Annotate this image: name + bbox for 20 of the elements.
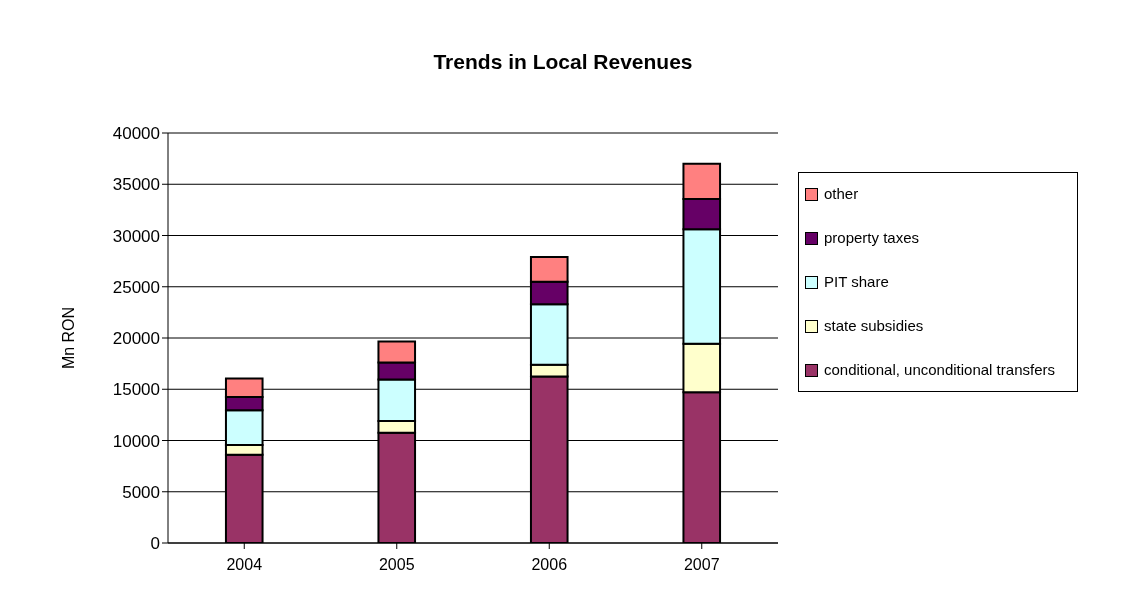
chart-title: Trends in Local Revenues bbox=[432, 50, 694, 74]
y-tick-label: 35000 bbox=[112, 175, 160, 195]
x-tick-label: 2006 bbox=[531, 556, 568, 574]
legend-label: conditional, unconditional transfers bbox=[824, 360, 1055, 380]
legend-label: property taxes bbox=[824, 228, 920, 248]
y-tick-label: 0 bbox=[150, 534, 160, 554]
y-tick-label: 25000 bbox=[112, 277, 160, 297]
y-tick-label: 5000 bbox=[122, 482, 160, 502]
y-axis-title: Mn RON bbox=[59, 306, 77, 370]
y-tick-label: 20000 bbox=[112, 329, 160, 349]
y-tick-label: 15000 bbox=[112, 380, 160, 400]
legend-label: other bbox=[824, 184, 859, 204]
x-tick-label: 2004 bbox=[226, 556, 263, 574]
x-tick-label: 2005 bbox=[378, 556, 415, 574]
y-tick-label: 40000 bbox=[112, 124, 160, 144]
x-tick-label: 2007 bbox=[683, 556, 720, 574]
y-tick-label: 30000 bbox=[112, 226, 160, 246]
legend-label: PIT share bbox=[824, 272, 889, 292]
y-tick-label: 10000 bbox=[112, 431, 160, 451]
legend-label: state subsidies bbox=[824, 316, 924, 336]
